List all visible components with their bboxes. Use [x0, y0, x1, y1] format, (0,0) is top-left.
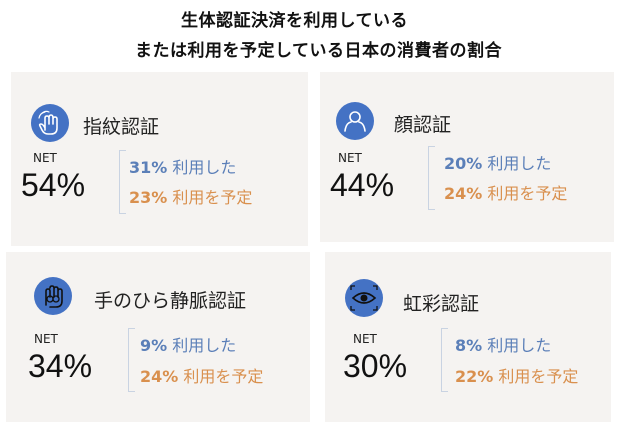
card-label: 手のひら静脈認証: [94, 290, 247, 312]
net-label: NET: [33, 151, 57, 165]
net-label: NET: [338, 151, 362, 165]
used-label: 利用した: [172, 336, 237, 355]
used-label: 利用した: [487, 154, 552, 173]
used-percent: 8%: [455, 336, 483, 355]
card-face: 顔認証 NET 44% 20% 利用した 24% 利用を予定: [320, 72, 614, 242]
chart-title-line1: 生体認証決済を利用している: [181, 11, 408, 31]
plan-label: 利用を予定: [498, 367, 579, 386]
bracket: [119, 150, 126, 214]
card-fingerprint: 指紋認証 NET 54% 31% 利用した 23% 利用を予定: [11, 72, 308, 246]
net-value: 54%: [21, 167, 86, 203]
bracket: [428, 146, 435, 210]
fingerprint-hand-icon: [31, 104, 69, 142]
net-label: NET: [34, 332, 58, 346]
bracket: [441, 328, 448, 392]
plan-percent: 24%: [444, 184, 483, 203]
plan-label: 利用を予定: [183, 367, 264, 386]
palm-vein-icon: [34, 277, 72, 315]
card-palm-vein: 手のひら静脈認証 NET 34% 9% 利用した 24% 利用を予定: [6, 252, 310, 422]
card-label: 指紋認証: [83, 116, 160, 138]
chart-title-line2: または利用を予定している日本の消費者の割合: [135, 41, 502, 61]
face-icon: [336, 102, 374, 140]
used-label: 利用した: [487, 336, 552, 355]
used-percent: 31%: [129, 158, 168, 177]
plan-label: 利用を予定: [172, 188, 253, 207]
plan-label: 利用を予定: [487, 184, 568, 203]
plan-percent: 24%: [140, 367, 179, 386]
plan-row: 24% 利用を予定: [140, 363, 263, 387]
bracket: [128, 328, 135, 392]
plan-row: 24% 利用を予定: [444, 180, 567, 204]
plan-row: 22% 利用を予定: [455, 363, 578, 387]
used-row: 9% 利用した: [140, 332, 236, 356]
used-percent: 20%: [444, 154, 483, 173]
net-value: 30%: [343, 348, 408, 384]
used-row: 20% 利用した: [444, 150, 551, 174]
iris-eye-icon: [345, 279, 383, 317]
used-label: 利用した: [172, 158, 237, 177]
used-row: 8% 利用した: [455, 332, 551, 356]
card-iris: 虹彩認証 NET 30% 8% 利用した 22% 利用を予定: [325, 252, 611, 422]
plan-percent: 22%: [455, 367, 494, 386]
plan-percent: 23%: [129, 188, 168, 207]
net-label: NET: [353, 332, 377, 346]
net-value: 44%: [330, 167, 395, 203]
net-value: 34%: [28, 348, 93, 384]
card-label: 虹彩認証: [403, 293, 480, 315]
plan-row: 23% 利用を予定: [129, 184, 252, 208]
used-percent: 9%: [140, 336, 168, 355]
used-row: 31% 利用した: [129, 154, 236, 178]
card-label: 顔認証: [394, 114, 452, 136]
